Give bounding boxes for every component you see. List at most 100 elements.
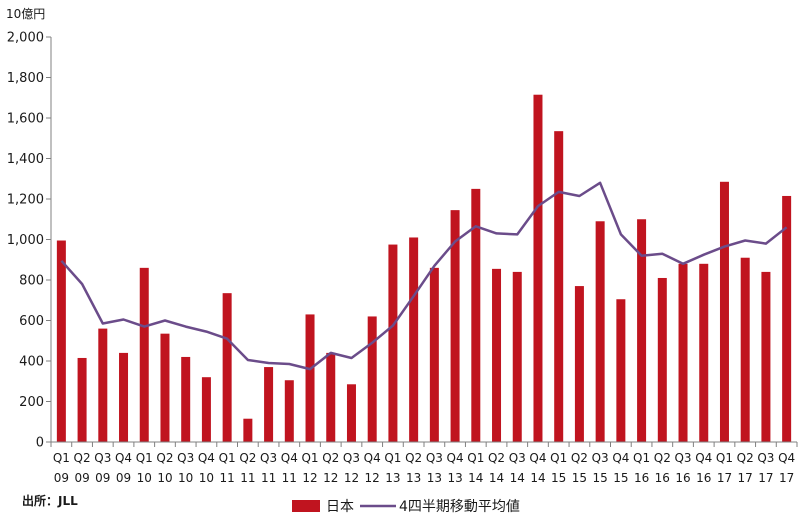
x-tick-label-year: 11 (240, 471, 255, 485)
x-tick-label-quarter: Q4 (198, 451, 215, 465)
x-tick-label-year: 15 (613, 471, 628, 485)
x-tick-label-quarter: Q2 (74, 451, 91, 465)
x-tick-label-quarter: Q1 (716, 451, 733, 465)
x-tick-label-year: 10 (157, 471, 172, 485)
y-tick-label: 400 (19, 355, 44, 370)
bar (595, 221, 605, 442)
bar (201, 377, 211, 442)
bar (782, 195, 792, 442)
x-tick-label-year: 13 (427, 471, 442, 485)
bar (678, 263, 688, 442)
bar (160, 333, 170, 442)
x-tick-label-quarter: Q1 (53, 451, 70, 465)
x-tick-label-year: 16 (634, 471, 649, 485)
x-tick-label-year: 12 (344, 471, 359, 485)
y-tick-label: 0 (36, 436, 44, 451)
x-tick-label-year: 15 (592, 471, 607, 485)
x-tick-label-year: 09 (54, 471, 69, 485)
y-tick-label: 600 (19, 314, 44, 329)
x-tick-label-quarter: Q3 (757, 451, 774, 465)
x-tick-label-quarter: Q3 (674, 451, 691, 465)
x-tick-label-year: 09 (74, 471, 89, 485)
x-tick-label-quarter: Q3 (592, 451, 609, 465)
bar (492, 268, 502, 442)
x-tick-label-quarter: Q1 (467, 451, 484, 465)
x-tick-label-quarter: Q2 (405, 451, 422, 465)
x-tick-label-quarter: Q2 (654, 451, 671, 465)
x-tick-label-quarter: Q1 (384, 451, 401, 465)
x-tick-label-year: 14 (530, 471, 545, 485)
x-tick-label-year: 11 (219, 471, 234, 485)
x-tick-label-year: 17 (717, 471, 732, 485)
source-note: 出所：JLL (22, 493, 78, 508)
x-tick-label-quarter: Q3 (94, 451, 111, 465)
bar (533, 94, 543, 443)
x-tick-label-quarter: Q4 (612, 451, 629, 465)
x-tick-label-year: 15 (551, 471, 566, 485)
bar (409, 237, 419, 442)
bar (657, 277, 667, 442)
bar (450, 210, 460, 442)
bar (367, 316, 377, 442)
x-tick-label-year: 12 (365, 471, 380, 485)
bar (429, 267, 439, 442)
bar (554, 131, 564, 442)
x-tick-label-quarter: Q1 (136, 451, 153, 465)
bar (761, 271, 771, 442)
x-tick-label-quarter: Q3 (426, 451, 443, 465)
x-tick-label-quarter: Q4 (281, 451, 298, 465)
bar (719, 181, 729, 442)
x-tick-label-year: 09 (116, 471, 131, 485)
x-tick-label-quarter: Q4 (778, 451, 795, 465)
x-tick-label-year: 12 (302, 471, 317, 485)
y-tick-label: 1,600 (7, 112, 44, 127)
x-tick-label-year: 14 (468, 471, 483, 485)
x-tick-label-quarter: Q2 (239, 451, 256, 465)
x-tick-label-year: 16 (675, 471, 690, 485)
x-tick-label-quarter: Q4 (364, 451, 381, 465)
x-tick-label-year: 13 (406, 471, 421, 485)
y-tick-label: 1,200 (7, 193, 44, 208)
bar (388, 244, 398, 442)
x-tick-label-quarter: Q2 (156, 451, 173, 465)
bar (56, 240, 66, 442)
x-tick-label-year: 14 (489, 471, 504, 485)
y-tick-label: 1,000 (7, 233, 44, 248)
x-tick-label-quarter: Q4 (447, 451, 464, 465)
x-tick-label-quarter: Q4 (695, 451, 712, 465)
x-tick-label-quarter: Q4 (115, 451, 132, 465)
bar (222, 293, 232, 442)
x-tick-label-year: 11 (282, 471, 297, 485)
x-tick-label-quarter: Q2 (571, 451, 588, 465)
x-tick-label-quarter: Q2 (737, 451, 754, 465)
y-tick-label: 2,000 (7, 31, 44, 46)
x-tick-label-year: 14 (510, 471, 525, 485)
x-tick-label-year: 11 (261, 471, 276, 485)
x-tick-label-quarter: Q1 (633, 451, 650, 465)
bar (119, 352, 129, 442)
x-tick-label-quarter: Q2 (322, 451, 339, 465)
bar (740, 257, 750, 442)
legend-label-line: 4四半期移動平均値 (399, 499, 520, 515)
x-tick-label-quarter: Q3 (260, 451, 277, 465)
x-tick-label-year: 10 (137, 471, 152, 485)
x-tick-label-quarter: Q3 (177, 451, 194, 465)
bar (139, 267, 149, 442)
x-tick-label-year: 16 (655, 471, 670, 485)
x-axis: Q1 09 Q2 09 Q3 09 Q4 09 Q1 10 Q2 10 Q3 10 Q4 10 Q1 11 Q2 11… (50, 441, 798, 485)
x-tick-label-year: 12 (323, 471, 338, 485)
x-tick-label-quarter: Q1 (301, 451, 318, 465)
bar (346, 384, 356, 442)
x-tick-label-quarter: Q3 (343, 451, 360, 465)
unit-label: 10億円 (6, 7, 45, 21)
x-tick-label-year: 17 (758, 471, 773, 485)
x-tick-label-year: 10 (178, 471, 193, 485)
x-tick-label-year: 13 (385, 471, 400, 485)
bar (284, 380, 294, 442)
x-tick-label-year: 09 (95, 471, 110, 485)
y-tick-label: 800 (19, 274, 44, 289)
bar (243, 418, 253, 442)
y-tick-label: 1,800 (7, 71, 44, 86)
x-tick-label-quarter: Q1 (219, 451, 236, 465)
x-tick-label-quarter: Q1 (550, 451, 567, 465)
